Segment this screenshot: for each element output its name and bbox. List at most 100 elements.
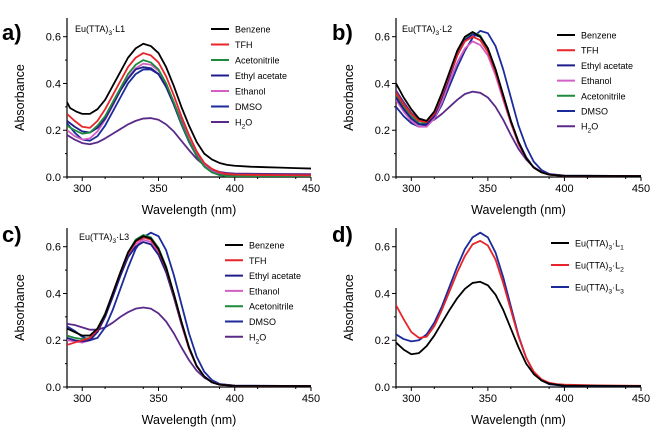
legend-entry-label: H2O	[235, 118, 252, 131]
x-tick-label: 450	[302, 393, 320, 405]
legend-entry-label: Acetonitrile	[249, 302, 294, 312]
legend-entry-label: Acetonitrile	[581, 91, 626, 101]
panel-inset-title: Eu(TTA)3·L1	[75, 24, 125, 37]
y-tick-label: 0.6	[375, 32, 390, 44]
legend-entry-label: TFH	[581, 46, 599, 56]
y-tick-label: 0.0	[375, 172, 390, 184]
series-line-dmso	[396, 29, 641, 177]
x-tick-label: 350	[149, 183, 167, 195]
legend-entry-label: H2O	[581, 122, 598, 135]
legend-entry-label: Acetonitrile	[235, 56, 280, 66]
series-group	[67, 231, 311, 387]
legend-entry-label: DMSO	[581, 107, 608, 117]
y-axis-title: Absorbance	[13, 64, 27, 131]
x-tick-label: 300	[73, 393, 91, 405]
chart-panel-4: d) 300 350 400 450 0.0 0.2 0.4 0.6 Wavelength (nm…	[332, 222, 650, 427]
series-group	[67, 42, 311, 177]
y-tick-label: 0.4	[375, 288, 390, 300]
legend-entry-label: Eu(TTA)3·L3	[575, 283, 624, 296]
y-tick-label: 0.0	[46, 382, 61, 394]
x-tick-label: 350	[479, 183, 497, 195]
panel-label: b)	[332, 20, 353, 45]
legend-entry-label: Ethanol	[235, 87, 266, 97]
series-line-ethanol	[67, 62, 311, 177]
x-tick-label: 350	[479, 393, 497, 405]
x-tick-label: 400	[555, 393, 573, 405]
series-line-dmso	[67, 231, 311, 387]
x-tick-label: 300	[73, 183, 91, 195]
x-tick-label: 450	[632, 393, 650, 405]
legend-entry-label: Benzene	[249, 241, 285, 251]
series-group	[396, 29, 641, 177]
series-line-ethyl-acetate	[67, 66, 311, 177]
legend-entry-label: TFH	[249, 256, 267, 266]
series-line-benzene	[67, 42, 311, 170]
legend-entry-label: DMSO	[249, 317, 276, 327]
y-tick-label: 0.6	[46, 32, 61, 44]
series-line-benzene	[396, 31, 641, 177]
legend-entry-label: DMSO	[235, 102, 262, 112]
x-tick-label: 400	[226, 183, 244, 195]
series-line-ethanol	[67, 238, 311, 387]
legend-entry-label: Benzene	[581, 31, 617, 41]
series-line-tfh	[67, 52, 311, 177]
x-tick-label: 350	[149, 393, 167, 405]
x-tick-label: 450	[302, 183, 320, 195]
series-line-h2o	[396, 89, 641, 177]
chart-panel-1: a) 300 350 400 450 0.0 0.2 0.4 0.6 Wavelength (nm…	[2, 18, 320, 217]
series-group	[396, 231, 641, 387]
legend-entry-label: Eu(TTA)3·L2	[575, 261, 624, 274]
y-tick-label: 0.6	[375, 242, 390, 254]
y-axis-title: Absorbance	[342, 274, 356, 341]
legend-entry-label: TFH	[235, 40, 253, 50]
series-line-ethyl-acetate	[396, 33, 641, 177]
series-line-eu-tta-3-l3	[396, 231, 641, 387]
panel-inset-title: Eu(TTA)3·L2	[402, 24, 452, 37]
y-tick-label: 0.2	[375, 335, 390, 347]
panel-inset-title: Eu(TTA)3·L3	[79, 232, 129, 245]
legend-entry-label: Eu(TTA)3·L1	[575, 239, 624, 252]
y-tick-label: 0.4	[46, 288, 61, 300]
y-axis-title: Absorbance	[13, 274, 27, 341]
series-line-benzene	[67, 235, 311, 387]
x-tick-label: 400	[555, 183, 573, 195]
series-line-acetonitrile	[396, 31, 641, 177]
y-tick-label: 0.0	[375, 382, 390, 394]
legend-entry-label: H2O	[249, 332, 266, 345]
legend-entry-label: Ethyl acetate	[235, 71, 287, 81]
legend-entry-label: Ethanol	[581, 76, 612, 86]
x-axis-title: Wavelength (nm)	[471, 413, 566, 427]
series-line-tfh	[67, 236, 311, 387]
legend-entry-label: Benzene	[235, 25, 271, 35]
x-tick-label: 300	[402, 393, 420, 405]
y-tick-label: 0.2	[46, 335, 61, 347]
y-axis-title: Absorbance	[342, 64, 356, 131]
y-tick-label: 0.6	[46, 242, 61, 254]
legend-entry-label: Ethyl acetate	[249, 271, 301, 281]
x-axis-title: Wavelength (nm)	[471, 203, 566, 217]
legend: Benzene TFH Acetonitrile Ethyl acetate Ethan…	[211, 25, 287, 131]
legend: Eu(TTA)3·L1 Eu(TTA)3·L2 Eu(TTA)3·L3	[551, 239, 624, 296]
legend: Benzene TFH Ethyl acetate Ethanol Acetonitri…	[225, 241, 301, 345]
legend: Benzene TFH Ethyl acetate Ethanol Acetonitri…	[557, 31, 633, 135]
x-tick-label: 300	[402, 183, 420, 195]
y-tick-label: 0.2	[375, 125, 390, 137]
panel-label: a)	[2, 20, 22, 45]
chart-panel-3: c) 300 350 400 450 0.0 0.2 0.4 0.6 Wavelength (nm…	[2, 222, 320, 427]
x-axis-title: Wavelength (nm)	[142, 203, 237, 217]
panel-label: d)	[332, 222, 353, 247]
y-tick-label: 0.4	[375, 78, 390, 90]
x-tick-label: 400	[226, 393, 244, 405]
series-line-acetonitrile	[67, 59, 311, 177]
legend-entry-label: Ethanol	[249, 286, 280, 296]
panel-label: c)	[2, 222, 22, 247]
y-tick-label: 0.4	[46, 78, 61, 90]
x-tick-label: 450	[632, 183, 650, 195]
x-axis-title: Wavelength (nm)	[142, 413, 237, 427]
y-tick-label: 0.2	[46, 125, 61, 137]
chart-panel-2: b) 300 350 400 450 0.0 0.2 0.4 0.6 Wavelength (nm…	[332, 18, 650, 217]
legend-entry-label: Ethyl acetate	[581, 61, 633, 71]
y-tick-label: 0.0	[46, 172, 61, 184]
series-line-ethyl-acetate	[67, 241, 311, 387]
